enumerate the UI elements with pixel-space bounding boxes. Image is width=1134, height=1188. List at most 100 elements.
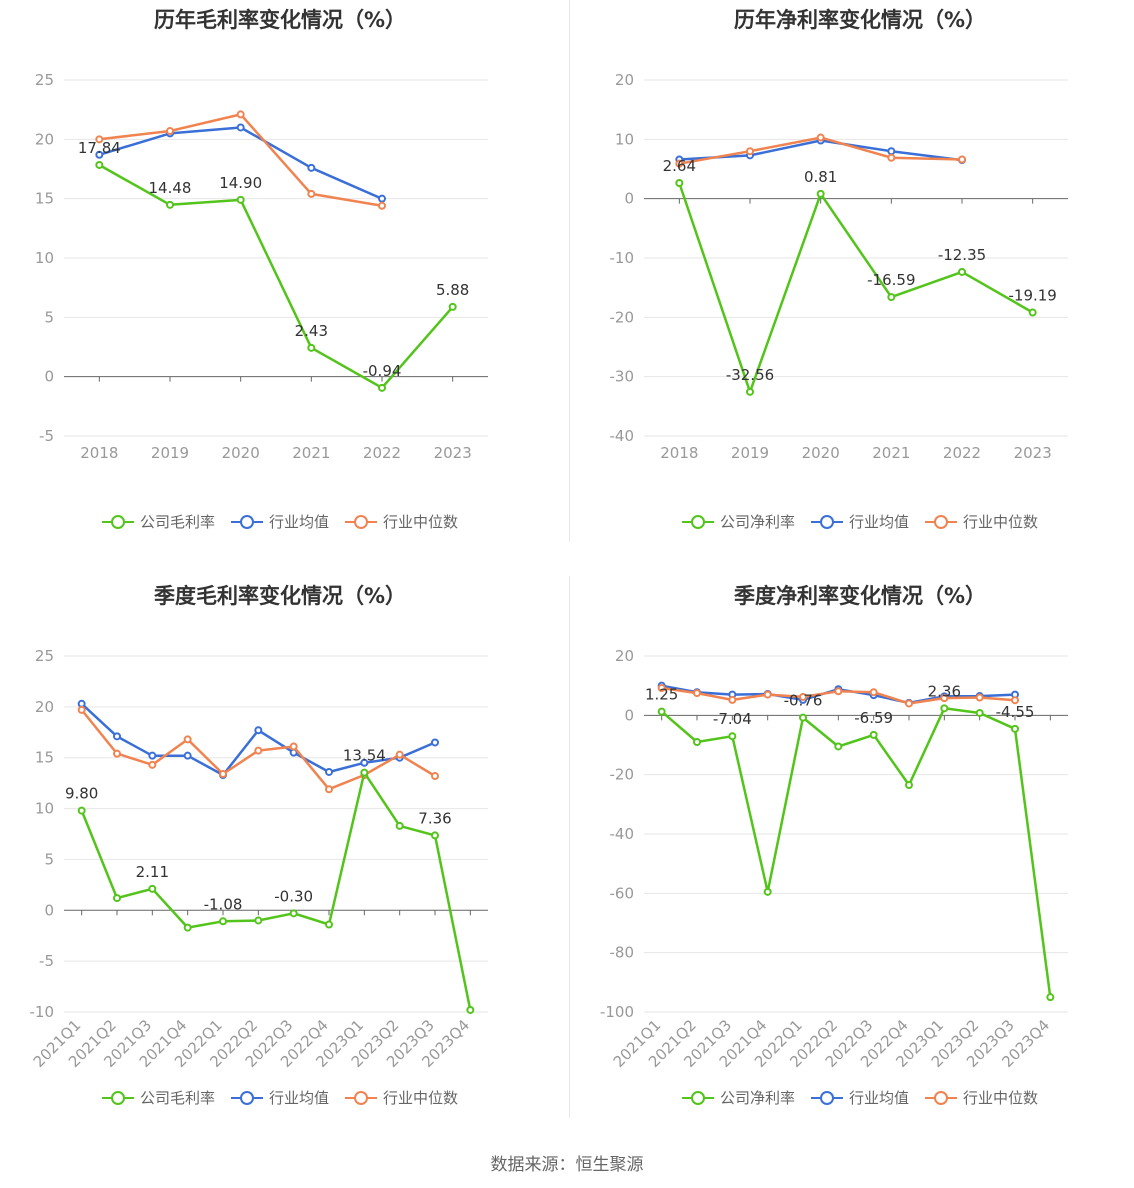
legend-marker-icon bbox=[101, 1090, 134, 1105]
y-tick-label: -30 bbox=[610, 368, 635, 386]
data-label: -16.59 bbox=[867, 271, 915, 289]
data-point bbox=[378, 201, 386, 210]
data-label: 2.64 bbox=[663, 157, 696, 175]
y-tick-label: 0 bbox=[44, 901, 54, 919]
legend-item[interactable]: 公司毛利率 bbox=[101, 511, 215, 532]
y-tick-label: 25 bbox=[35, 71, 54, 89]
data-label: 13.54 bbox=[343, 747, 386, 765]
data-point bbox=[307, 163, 316, 172]
legend-item[interactable]: 行业均值 bbox=[810, 511, 909, 532]
legend-item[interactable]: 公司净利率 bbox=[681, 1087, 795, 1108]
y-tick-label: -100 bbox=[600, 1003, 634, 1021]
data-label: 1.25 bbox=[645, 686, 678, 704]
legend-marker-icon bbox=[230, 514, 263, 529]
y-tick-label: -20 bbox=[610, 766, 635, 784]
data-point bbox=[834, 687, 843, 696]
data-point bbox=[113, 749, 121, 758]
data-point bbox=[657, 684, 666, 693]
y-tick-label: 20 bbox=[615, 647, 634, 665]
series-line bbox=[660, 707, 1052, 998]
chart-annual-gross-margin: 历年毛利率变化情况（%） 25 20 15 10 5 0 -5 2018 2019 2020 202… bbox=[0, 0, 560, 560]
chart-quarterly-net-margin: 季度净利率变化情况（%） 20 0 -20 -40 -60 -80 -100 2021Q1 20… bbox=[580, 576, 1134, 1136]
data-point bbox=[763, 690, 772, 699]
legend-label: 行业中位数 bbox=[383, 513, 459, 531]
data-point bbox=[1011, 696, 1019, 705]
legend-label: 公司毛利率 bbox=[139, 1089, 215, 1107]
data-point bbox=[728, 695, 737, 704]
legend-marker-icon bbox=[810, 514, 843, 529]
divider-top bbox=[569, 0, 570, 542]
legend-label: 行业均值 bbox=[848, 1089, 909, 1107]
legend-item[interactable]: 行业均值 bbox=[230, 1087, 329, 1108]
data-point bbox=[289, 909, 298, 918]
legend-item[interactable]: 行业均值 bbox=[230, 511, 329, 532]
data-point bbox=[307, 189, 316, 198]
data-point bbox=[431, 772, 439, 781]
data-point bbox=[1028, 308, 1037, 317]
x-tick-label: 2019 bbox=[731, 444, 769, 462]
y-tick-label: -40 bbox=[610, 825, 635, 843]
legend[interactable]: 公司毛利率 行业均值 行业中位数 bbox=[0, 1087, 560, 1108]
data-point bbox=[360, 758, 369, 767]
y-tick-label: 20 bbox=[615, 71, 634, 89]
y-tick-label: 5 bbox=[44, 850, 54, 868]
data-label: 2.43 bbox=[295, 322, 328, 340]
chart-title: 历年净利率变化情况（%） bbox=[733, 8, 987, 32]
data-label: -19.19 bbox=[1008, 287, 1056, 305]
data-label: -6.59 bbox=[854, 709, 893, 727]
legend-label: 行业均值 bbox=[848, 513, 909, 531]
data-point bbox=[378, 194, 386, 203]
legend[interactable]: 公司净利率 行业均值 行业中位数 bbox=[580, 511, 1134, 532]
y-tick-label: 0 bbox=[624, 706, 634, 724]
data-point bbox=[1046, 993, 1055, 1002]
data-point bbox=[431, 831, 439, 840]
data-point bbox=[958, 267, 966, 276]
data-point bbox=[325, 920, 333, 929]
y-tick-label: 20 bbox=[35, 130, 54, 148]
data-point bbox=[763, 887, 772, 896]
x-tick-label: 2021 bbox=[292, 444, 330, 462]
legend[interactable]: 公司毛利率 行业均值 行业中位数 bbox=[0, 511, 560, 532]
data-point bbox=[148, 751, 157, 760]
data-point bbox=[307, 343, 316, 352]
data-label: 0.81 bbox=[804, 168, 837, 186]
x-tick-label: 2022 bbox=[943, 444, 981, 462]
y-tick-label: 20 bbox=[35, 698, 54, 716]
data-point bbox=[693, 689, 701, 698]
data-point bbox=[183, 735, 192, 744]
data-point bbox=[395, 821, 404, 830]
y-tick-label: -40 bbox=[610, 427, 635, 445]
data-point bbox=[746, 387, 754, 396]
plot-annual-net-margin: 20 10 0 -10 -20 -30 -40 2018 2019 2020 2021 2022 202… bbox=[610, 71, 1068, 462]
legend-item[interactable]: 公司毛利率 bbox=[101, 1087, 215, 1108]
legend-item[interactable]: 公司净利率 bbox=[681, 511, 795, 532]
data-label: -12.35 bbox=[938, 246, 986, 264]
legend[interactable]: 公司净利率 行业均值 行业中位数 bbox=[580, 1087, 1134, 1108]
legend-label: 行业中位数 bbox=[963, 513, 1039, 531]
y-tick-label: -5 bbox=[39, 427, 54, 445]
y-tick-label: -80 bbox=[610, 944, 635, 962]
plot-quarterly-gross-margin: 2520151050-5-102021Q12021Q22021Q32021Q42… bbox=[30, 647, 488, 1071]
legend-item[interactable]: 行业中位数 bbox=[925, 1087, 1038, 1108]
data-label: 2.11 bbox=[136, 863, 169, 881]
data-point bbox=[728, 732, 737, 741]
legend-item[interactable]: 行业中位数 bbox=[345, 1087, 458, 1108]
x-tick-label: 2019 bbox=[151, 444, 189, 462]
legend-marker-icon bbox=[810, 1090, 843, 1105]
y-tick-label: -5 bbox=[39, 952, 54, 970]
data-point bbox=[869, 730, 878, 739]
x-tick-label: 2021 bbox=[872, 444, 910, 462]
data-label: -0.76 bbox=[784, 692, 823, 710]
legend-item[interactable]: 行业中位数 bbox=[925, 511, 1038, 532]
x-tick-label: 2023 bbox=[434, 444, 472, 462]
chart-title: 历年毛利率变化情况（%） bbox=[153, 8, 407, 32]
data-point bbox=[675, 179, 684, 188]
legend-item[interactable]: 行业均值 bbox=[810, 1087, 909, 1108]
data-point bbox=[95, 150, 104, 159]
legend-item[interactable]: 行业中位数 bbox=[345, 511, 458, 532]
x-tick-label: 2018 bbox=[80, 444, 118, 462]
legend-label: 行业均值 bbox=[268, 513, 329, 531]
chart-title: 季度毛利率变化情况（%） bbox=[153, 584, 407, 608]
data-point bbox=[325, 767, 333, 776]
chart-quarterly-gross-margin: 季度毛利率变化情况（%） 25 20 15 10 5 0 -5 -10 2021Q1 2021Q2… bbox=[0, 576, 560, 1136]
